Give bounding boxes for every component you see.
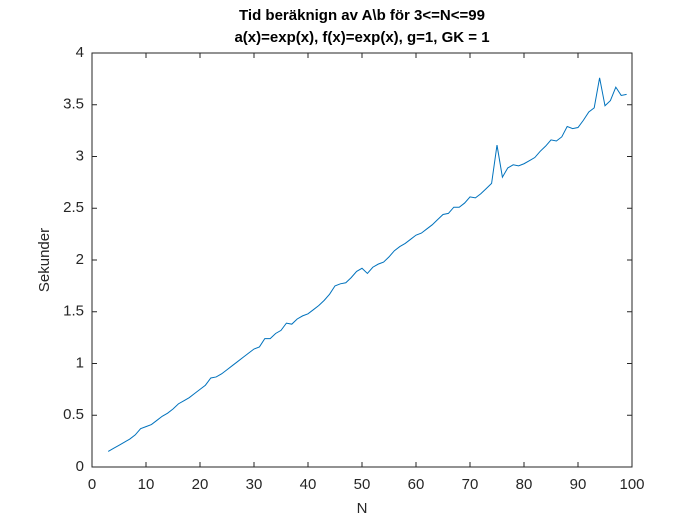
chart-title: Tid beräknign av A\b för 3<=N<=99 — [239, 7, 485, 24]
y-tick-label: 3.5 — [63, 96, 84, 113]
chart-subtitle: a(x)=exp(x), f(x)=exp(x), g=1, GK = 1 — [234, 29, 489, 46]
x-tick-label: 30 — [246, 476, 263, 493]
y-tick-label: 0.5 — [63, 406, 84, 423]
x-tick-label: 40 — [300, 476, 317, 493]
y-axis-label: Sekunder — [36, 228, 53, 292]
y-tick-label: 2 — [76, 251, 84, 268]
x-tick-label: 80 — [516, 476, 533, 493]
x-tick-label: 70 — [462, 476, 479, 493]
x-tick-label: 50 — [354, 476, 371, 493]
y-tick-label: 0 — [76, 458, 84, 475]
x-tick-label: 0 — [88, 476, 96, 493]
x-tick-label: 20 — [192, 476, 209, 493]
data-line — [107, 77, 627, 452]
x-tick-label: 90 — [570, 476, 587, 493]
x-tick-label: 100 — [619, 476, 644, 493]
y-tick-label: 1 — [76, 354, 84, 371]
x-axis-label: N — [357, 500, 368, 517]
x-tick-label: 10 — [138, 476, 155, 493]
y-tick-label: 1.5 — [63, 303, 84, 320]
y-tick-label: 3 — [76, 147, 84, 164]
y-tick-label: 4 — [76, 44, 84, 61]
x-tick-label: 60 — [408, 476, 425, 493]
y-tick-label: 2.5 — [63, 199, 84, 216]
